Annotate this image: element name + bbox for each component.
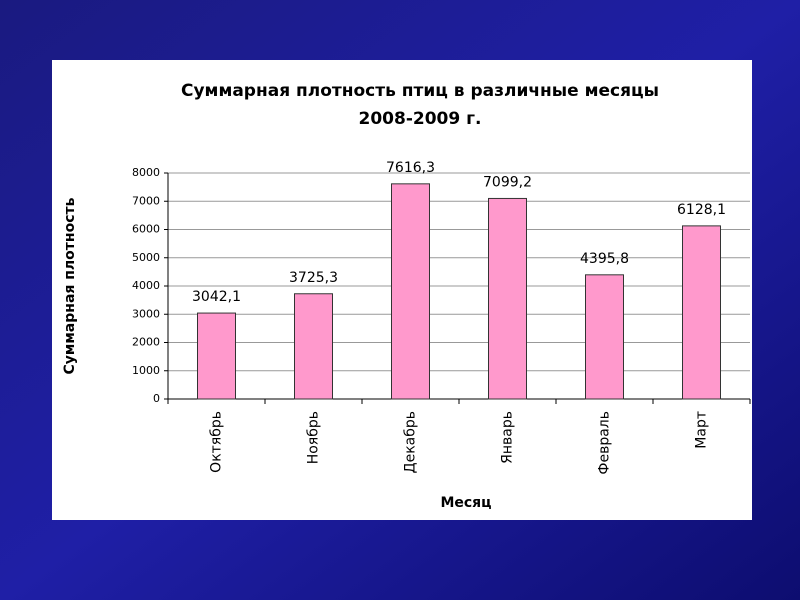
data-label: 7099,2 — [483, 174, 532, 190]
x-tick-label: Январь — [500, 411, 516, 464]
y-tick-label: 2000 — [132, 336, 160, 349]
x-tick-label: Март — [694, 411, 710, 449]
y-axis-label: Суммарная плотность — [62, 197, 78, 374]
x-tick-label: Октябрь — [209, 411, 225, 473]
bar — [585, 274, 624, 400]
bar — [294, 293, 333, 400]
y-tick-label: 7000 — [132, 194, 160, 207]
x-axis-label: Месяц — [440, 495, 491, 511]
chart-title: Суммарная плотность птиц в различные мес… — [181, 81, 659, 101]
y-tick-label: 0 — [153, 392, 160, 405]
y-tick-label: 8000 — [132, 166, 160, 179]
x-tick-label: Ноябрь — [306, 411, 322, 464]
y-tick-label: 3000 — [132, 307, 160, 320]
data-label: 3042,1 — [192, 289, 241, 305]
y-tick-label: 5000 — [132, 251, 160, 264]
chart-title: 2008-2009 г. — [359, 109, 482, 129]
data-label: 7616,3 — [386, 160, 435, 176]
y-tick-label: 6000 — [132, 223, 160, 236]
bar — [488, 197, 527, 400]
bar — [391, 183, 430, 400]
bar — [682, 225, 721, 400]
y-tick-label: 1000 — [132, 364, 160, 377]
bar — [197, 312, 236, 400]
x-tick-label: Февраль — [597, 411, 613, 475]
y-tick-label: 4000 — [132, 279, 160, 292]
x-tick-label: Декабрь — [403, 411, 419, 473]
data-label: 4395,8 — [580, 251, 629, 267]
data-label: 6128,1 — [677, 202, 726, 218]
data-label: 3725,3 — [289, 270, 338, 286]
